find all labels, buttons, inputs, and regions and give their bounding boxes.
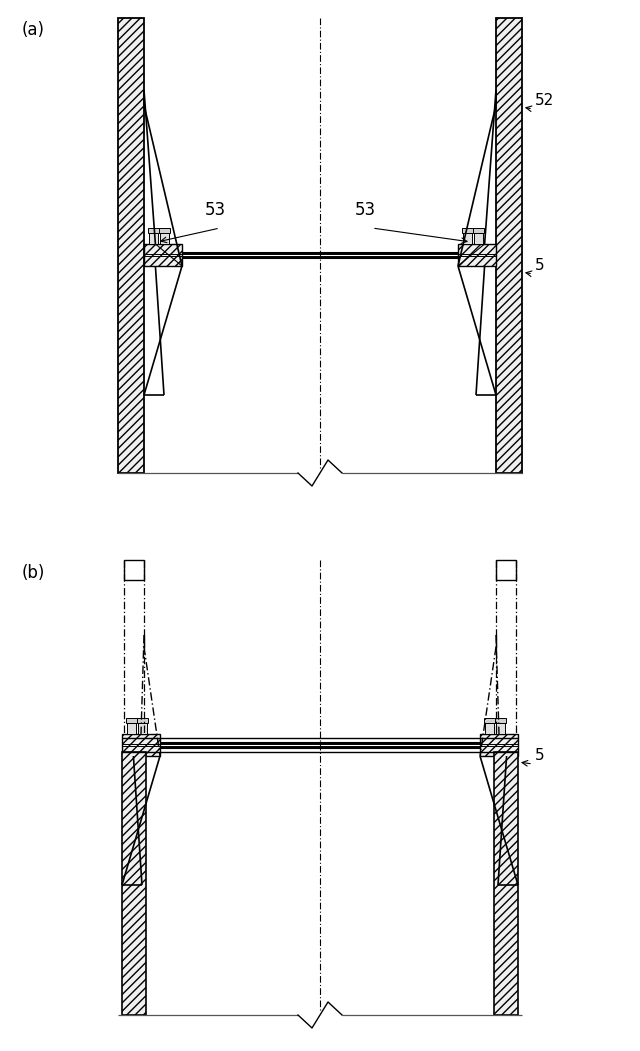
- Bar: [485, 723, 494, 734]
- Bar: [159, 228, 170, 233]
- Bar: [149, 233, 158, 244]
- Text: (b): (b): [22, 564, 45, 582]
- Bar: [494, 753, 518, 1015]
- Bar: [463, 233, 472, 244]
- Text: 53: 53: [355, 201, 376, 219]
- Bar: [484, 718, 495, 723]
- Bar: [127, 723, 136, 734]
- Text: (a): (a): [22, 21, 45, 39]
- Bar: [496, 723, 505, 734]
- Text: 53: 53: [205, 201, 226, 219]
- Bar: [138, 723, 147, 734]
- Bar: [496, 560, 516, 580]
- Text: 5: 5: [535, 748, 545, 763]
- Bar: [124, 560, 144, 580]
- Bar: [496, 18, 522, 473]
- Bar: [122, 734, 160, 756]
- Bar: [118, 18, 144, 473]
- Bar: [473, 228, 484, 233]
- Bar: [122, 753, 146, 1015]
- Bar: [160, 233, 169, 244]
- Bar: [495, 718, 506, 723]
- Bar: [480, 734, 518, 756]
- Bar: [137, 718, 148, 723]
- Bar: [148, 228, 159, 233]
- Bar: [126, 718, 137, 723]
- Text: 52: 52: [535, 92, 554, 108]
- Bar: [474, 233, 483, 244]
- Bar: [144, 244, 182, 266]
- Bar: [462, 228, 473, 233]
- Text: 5: 5: [535, 257, 545, 273]
- Bar: [458, 244, 496, 266]
